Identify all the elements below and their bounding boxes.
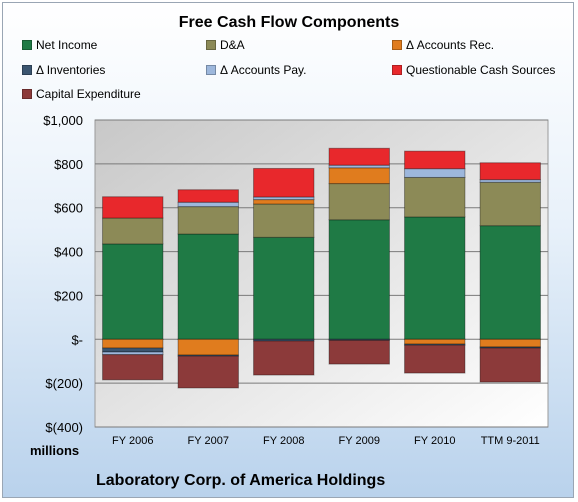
legend-item-da: D&A (206, 38, 245, 52)
y-tick-label: $600 (54, 201, 83, 216)
bar-segment (177, 189, 239, 203)
legend-label: Capital Expenditure (36, 87, 141, 101)
legend-swatch (22, 89, 32, 99)
chart-title: Free Cash Flow Components (178, 14, 400, 31)
bar-segment (479, 181, 541, 227)
legend-label: D&A (220, 38, 245, 52)
bar-segment (177, 355, 239, 389)
units-label: millions (30, 443, 80, 458)
bar-segment (102, 354, 164, 381)
legend-item-questionable-cash: Questionable Cash Sources (392, 63, 555, 77)
legend-item-inventories: Δ Inventories (22, 63, 105, 77)
bar-segment (177, 233, 239, 340)
y-tick-label: $1,000 (43, 113, 83, 128)
bar-segment (404, 338, 466, 345)
bar-segment (328, 183, 390, 221)
bar-segment (328, 219, 390, 340)
x-tick-label: FY 2008 (263, 435, 304, 447)
x-tick-label: FY 2010 (414, 435, 455, 447)
y-tick-label: $(400) (45, 420, 83, 435)
legend-label: Net Income (36, 38, 98, 52)
bar-segment (177, 206, 239, 235)
y-tick-label: $800 (54, 157, 83, 172)
bar-segment (479, 347, 541, 383)
y-tick-label: $400 (54, 245, 83, 260)
plot-area (94, 119, 549, 428)
y-tick-label: $- (71, 332, 83, 347)
bar-segment (479, 338, 541, 348)
bar-segment (328, 147, 390, 166)
legend-swatch (206, 40, 216, 50)
legend-swatch (206, 65, 216, 75)
bar-segment (404, 150, 466, 170)
bar-segment (253, 338, 315, 342)
legend-label: Questionable Cash Sources (406, 63, 556, 77)
bar-segment (102, 217, 164, 245)
bar-segment (253, 199, 315, 205)
y-tick-label: $200 (54, 288, 83, 303)
bar-segment (177, 201, 239, 208)
legend-swatch (392, 65, 402, 75)
bar-segment (479, 225, 541, 340)
bar-segment (177, 338, 239, 356)
bar-segment (404, 176, 466, 218)
bar-segment (253, 203, 315, 238)
legend-item-net-income: Net Income (22, 38, 97, 52)
x-tick-label: FY 2009 (339, 435, 380, 447)
legend-label: Δ Accounts Rec. (406, 38, 495, 52)
bar-segment (253, 236, 315, 340)
bar-segment (253, 340, 315, 376)
bar-segment (102, 243, 164, 340)
bar-segment (404, 344, 466, 374)
legend-item-accounts-pay: Δ Accounts Pay. (206, 63, 307, 77)
bar-segment (102, 338, 164, 349)
bar-segment (328, 339, 390, 365)
legend-label: Δ Inventories (36, 63, 106, 77)
bar-segment (253, 167, 315, 198)
bar-segment (102, 347, 164, 353)
bar-segment (479, 162, 541, 181)
bar-segment (328, 167, 390, 185)
bar-segment (404, 168, 466, 178)
legend-item-accounts-rec: Δ Accounts Rec. (392, 38, 494, 52)
bar-segment (102, 196, 164, 219)
legend-item-capex: Capital Expenditure (22, 87, 141, 101)
y-tick-label: $(200) (45, 376, 83, 391)
bar-segment (404, 216, 466, 340)
legend-swatch (22, 65, 32, 75)
x-tick-label: TTM 9-2011 (481, 435, 540, 447)
legend-swatch (392, 40, 402, 50)
legend-label: Δ Accounts Pay. (220, 63, 307, 77)
x-tick-label: FY 2007 (188, 435, 229, 447)
bar-segment (479, 179, 541, 183)
legend-swatch (22, 40, 32, 50)
x-tick-label: FY 2006 (112, 435, 153, 447)
company-name: Laboratory Corp. of America Holdings (96, 472, 386, 489)
